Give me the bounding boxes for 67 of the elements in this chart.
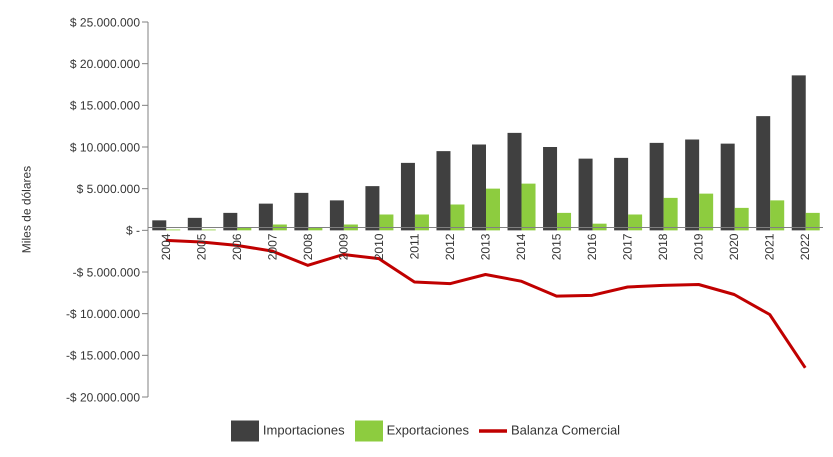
y-tick-label: $ 5.000.000: [76, 182, 140, 196]
bar: [152, 220, 166, 230]
bar: [450, 204, 464, 230]
bar: [237, 228, 252, 230]
x-tick-label: 2019: [692, 233, 706, 260]
x-tick-label: 2013: [478, 233, 492, 260]
bar: [578, 158, 593, 230]
y-tick-label: -$ 5.000.000: [72, 265, 140, 280]
bar: [294, 192, 308, 230]
x-tick-label: 2004: [158, 233, 173, 260]
bar: [486, 188, 500, 230]
bar: [806, 212, 820, 230]
x-tick-label: 2022: [798, 233, 812, 260]
bar: [400, 162, 415, 230]
y-tick-label: $ 10.000.000: [70, 140, 140, 154]
bar: [308, 228, 322, 230]
x-tick-label: 2016: [585, 233, 600, 260]
x-tick-label: 2020: [727, 233, 742, 260]
x-tick-label: 2017: [620, 233, 635, 260]
bar: [685, 140, 700, 230]
x-tick-label: 2015: [550, 233, 564, 260]
y-tick-label: -$ 15.000.000: [66, 348, 140, 363]
bar: [414, 214, 429, 230]
bar: [614, 158, 628, 230]
y-tick-label: -$ 20.000.000: [66, 390, 140, 404]
y-tick-label: $ 25.000.000: [70, 15, 140, 30]
bar: [720, 144, 735, 230]
bar: [436, 151, 450, 230]
bar: [557, 212, 572, 230]
legend-label: Importaciones: [262, 422, 345, 438]
legend-label: Exportaciones: [386, 422, 469, 438]
bar: [756, 116, 770, 230]
x-tick-label: 2008: [300, 233, 315, 260]
bar: [330, 200, 344, 230]
bar: [628, 214, 642, 230]
x-tick-label: 2010: [372, 233, 386, 260]
bar: [699, 194, 714, 230]
bar: [365, 186, 380, 230]
bar: [188, 218, 202, 230]
x-tick-label: 2011: [407, 233, 422, 260]
bar: [258, 204, 273, 230]
bar: [379, 214, 394, 230]
x-tick-label: 2005: [194, 233, 208, 260]
bar: [734, 208, 749, 230]
bar: [472, 144, 486, 230]
bar: [650, 142, 664, 230]
x-tick-label: 2021: [762, 233, 777, 260]
y-tick-label: $ 20.000.000: [70, 56, 140, 71]
legend-label: Balanza Comercial: [510, 422, 620, 438]
bar: [664, 198, 678, 230]
x-tick-label: 2009: [336, 233, 350, 260]
bar: [543, 147, 558, 230]
x-tick-label: 2006: [230, 233, 244, 260]
y-axis-title: Miles de dólares: [19, 166, 34, 254]
x-tick-label: 2007: [265, 233, 280, 260]
y-tick-label: $ -: [126, 224, 140, 238]
bar: [223, 212, 238, 230]
bar: [770, 200, 784, 230]
bar: [508, 132, 522, 230]
bar: [522, 184, 536, 230]
x-tick-label: 2012: [442, 233, 457, 260]
bar: [592, 224, 607, 230]
y-tick-label: $ 15.000.000: [70, 98, 140, 113]
x-tick-label: 2014: [514, 233, 528, 260]
bar: [792, 75, 806, 230]
x-tick-label: 2018: [656, 233, 670, 260]
y-tick-label: -$ 10.000.000: [66, 306, 140, 321]
